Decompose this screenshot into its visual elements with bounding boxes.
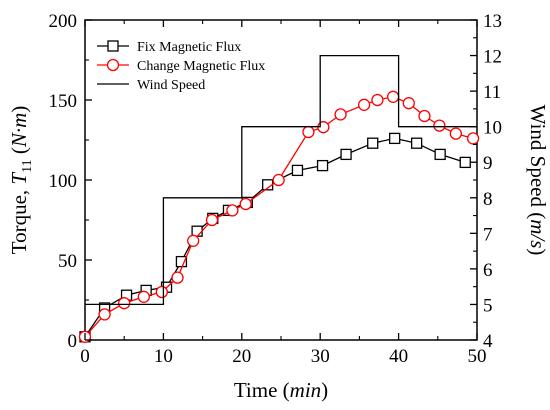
fix-magnetic-flux-point	[434, 148, 446, 161]
wind-speed-line	[85, 54, 477, 306]
x-tick-label: 10	[154, 346, 173, 367]
fix-magnetic-flux-point	[367, 137, 379, 149]
x-tick-label: 0	[80, 346, 90, 367]
x-tick-label: 30	[311, 346, 330, 367]
change-magnetic-flux-point	[187, 234, 200, 247]
x-tick-label: 40	[389, 346, 408, 367]
x-tick-label: 50	[468, 346, 487, 367]
change-magnetic-flux-point	[449, 127, 462, 140]
fix-magnetic-flux-point	[389, 132, 401, 145]
fix-magnetic-flux-point	[410, 137, 423, 149]
legend-marker-circle	[106, 58, 120, 72]
series-layer	[78, 54, 480, 343]
change-magnetic-flux-point	[226, 204, 239, 217]
change-magnetic-flux-point	[371, 93, 384, 107]
change-magnetic-flux-point	[205, 213, 219, 227]
change-magnetic-flux-point	[155, 285, 168, 299]
x-axis-title: Time (min)	[234, 378, 328, 402]
change-magnetic-flux-point	[98, 308, 111, 321]
legend-label: Change Magnetic Flux	[137, 59, 265, 74]
change-magnetic-flux-point	[418, 109, 431, 123]
y-right-tick-label: 13	[483, 11, 502, 32]
change-magnetic-flux-point	[171, 271, 184, 284]
axis-layer: 0 10 20 30 40 50 0 50 100 150 200 4 5 6 7 8 9 10 11 12 13 Tim…	[7, 11, 550, 402]
y-right-tick-label: 9	[483, 153, 493, 174]
y-right-tick-label: 7	[483, 224, 493, 245]
change-magnetic-flux-point	[334, 108, 347, 121]
legend-marker-square	[107, 40, 119, 52]
y-right-tick-label: 6	[483, 260, 493, 281]
legend: Fix Magnetic Flux Change Magnetic Flux Win…	[97, 40, 265, 93]
change-magnetic-flux-point	[466, 132, 480, 145]
y-right-tick-label: 11	[483, 82, 501, 103]
fix-magnetic-flux-point	[291, 164, 304, 177]
fix-magnetic-flux-point	[175, 255, 188, 268]
y-left-tick-label: 50	[58, 251, 77, 272]
y-left-tick-label: 150	[49, 91, 78, 112]
change-magnetic-flux-line	[85, 96, 474, 338]
change-magnetic-flux-point	[272, 173, 285, 187]
y-right-axis-title: Wind Speed (m/s)	[526, 105, 550, 256]
y-right-tick-label: 10	[483, 118, 502, 139]
fix-magnetic-flux-point	[316, 159, 329, 172]
y-left-tick-label: 100	[49, 171, 78, 192]
y-right-tick-label: 8	[483, 189, 493, 210]
fix-magnetic-flux-point	[459, 156, 471, 169]
change-magnetic-flux-point	[239, 197, 252, 211]
change-magnetic-flux-point	[137, 290, 150, 303]
y-left-axis-title: Torque, T11 (N·m)	[7, 106, 35, 255]
change-magnetic-flux-point	[386, 90, 400, 103]
change-magnetic-flux-point	[402, 97, 415, 110]
change-magnetic-flux-point	[433, 119, 446, 132]
fix-magnetic-flux-line	[85, 137, 466, 338]
x-tick-label: 20	[232, 346, 251, 367]
y-left-tick-label: 200	[49, 11, 78, 32]
legend-label: Fix Magnetic Flux	[137, 40, 241, 55]
y-right-tick-label: 5	[483, 295, 493, 316]
change-magnetic-flux-point	[357, 98, 371, 111]
y-left-tick-label: 0	[68, 331, 78, 352]
y-right-tick-label: 4	[483, 331, 493, 352]
legend-label: Wind Speed	[137, 78, 205, 93]
change-magnetic-flux-point	[302, 125, 315, 139]
y-right-tick-label: 12	[483, 47, 502, 68]
fix-magnetic-flux-point	[340, 148, 352, 161]
change-magnetic-flux-point	[118, 297, 131, 310]
